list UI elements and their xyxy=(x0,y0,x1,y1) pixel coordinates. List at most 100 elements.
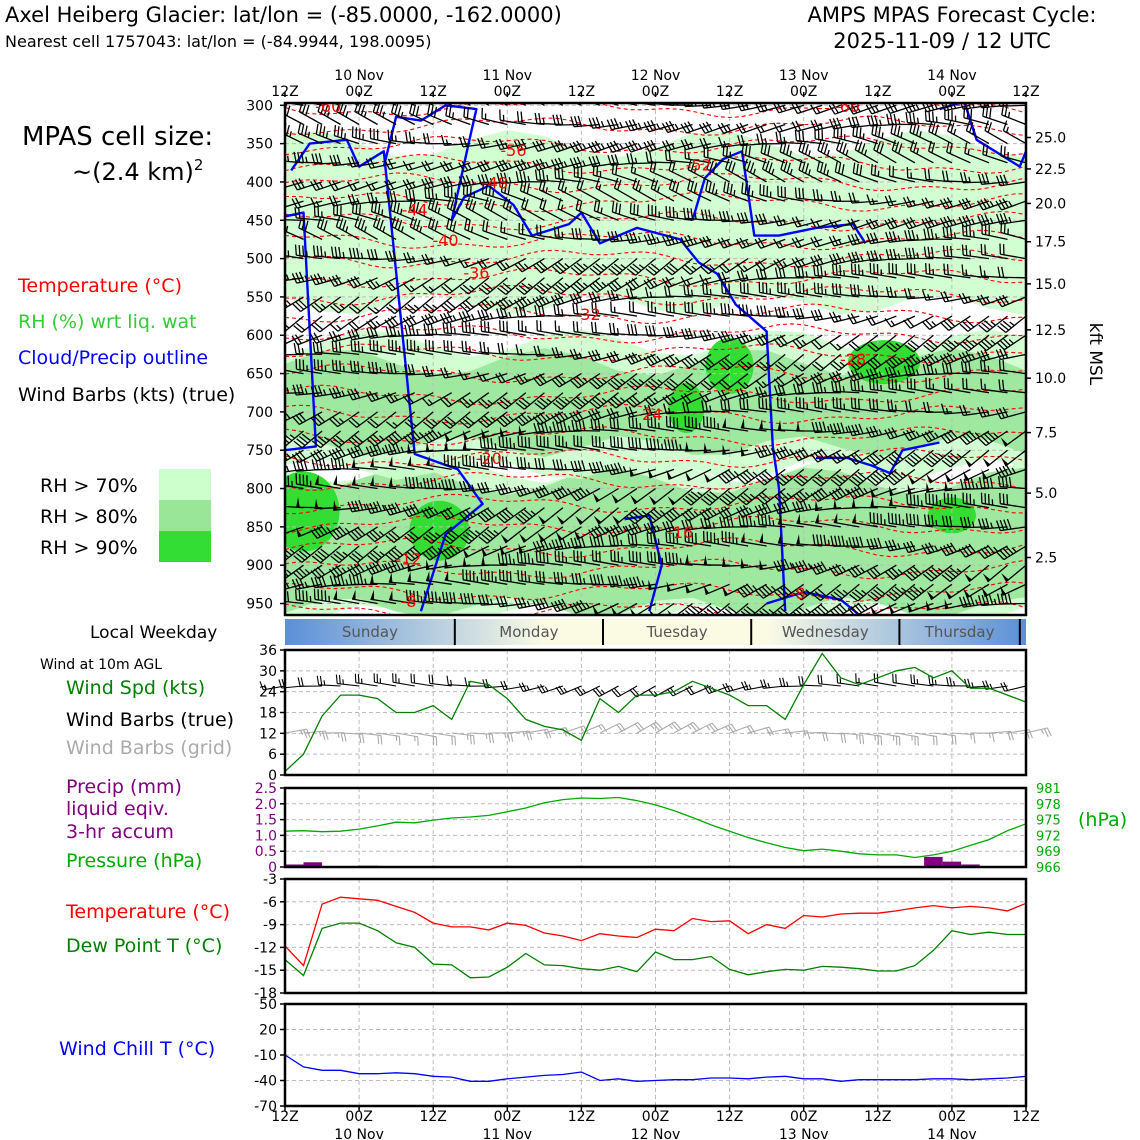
wind-barb xyxy=(865,425,897,438)
wind-barb xyxy=(328,180,360,192)
true-wind-barb xyxy=(817,674,841,687)
date-label: 11 Nov xyxy=(483,68,533,84)
wind-barb xyxy=(517,435,545,451)
wind-barb xyxy=(756,133,786,145)
wind-barb xyxy=(668,159,693,183)
wind-barb xyxy=(407,571,434,585)
wind-barb xyxy=(719,516,749,528)
wind-barb xyxy=(335,103,360,126)
wind-barb xyxy=(313,205,341,221)
wind-barb xyxy=(407,561,434,572)
true-wind-barb xyxy=(892,673,915,687)
date-label: 11 Nov xyxy=(483,1127,533,1140)
isotherm-label: -20 xyxy=(476,449,502,468)
wind-barb xyxy=(847,218,879,230)
wind-barb xyxy=(335,216,360,240)
wind-barb xyxy=(593,200,619,221)
wind-barb xyxy=(664,285,693,298)
wind-barb xyxy=(459,392,490,409)
wind-barb xyxy=(681,353,712,369)
wind-barb xyxy=(702,530,730,547)
wind-barb xyxy=(866,537,897,550)
true-wind-barb xyxy=(1000,682,1027,692)
wind-barb xyxy=(590,418,619,432)
wind-barb xyxy=(569,140,601,153)
isotherm xyxy=(285,426,1026,447)
wind-barb xyxy=(592,602,619,615)
wind-barb xyxy=(331,359,360,375)
wind-barb xyxy=(370,201,397,221)
wind-barb xyxy=(367,545,397,563)
wind-barb xyxy=(905,513,934,528)
pressure-tick-label: 975 xyxy=(1036,814,1061,829)
wind-barb xyxy=(976,294,1008,306)
wind-barb xyxy=(662,234,693,247)
wind-barb xyxy=(758,397,786,413)
wind-barb xyxy=(408,198,434,221)
wind-barb xyxy=(754,123,786,134)
wind-barb xyxy=(850,263,878,279)
wind-barb xyxy=(311,430,342,449)
wind-barb xyxy=(865,103,897,115)
wind-barb xyxy=(463,106,489,126)
isotherm xyxy=(285,267,1026,289)
date-label: 14 Nov xyxy=(927,68,977,84)
wind-barb xyxy=(478,277,508,295)
wind-barb xyxy=(330,296,360,314)
wind-barb xyxy=(569,487,601,502)
wind-barb xyxy=(976,198,1008,211)
wind-barb xyxy=(886,583,916,602)
precip-bar xyxy=(285,864,304,867)
wind-barb xyxy=(812,382,841,394)
wind-barb xyxy=(740,418,767,432)
wind-barb xyxy=(404,526,434,544)
wind-barb xyxy=(850,397,878,413)
grid-wind-barb xyxy=(655,721,681,734)
time-tick-label: 12Z xyxy=(716,1109,743,1125)
wind-barb xyxy=(964,142,990,164)
wind-barb xyxy=(773,258,804,270)
wind-barb xyxy=(514,596,545,609)
wind-barb xyxy=(482,220,508,241)
wind-barb xyxy=(663,258,693,276)
wind-barb xyxy=(446,197,471,221)
wind-barb xyxy=(384,560,415,574)
wind-barb xyxy=(736,505,767,518)
wind-barb xyxy=(285,583,286,594)
wind-barb xyxy=(942,226,971,241)
wind-barb xyxy=(885,564,916,581)
wind-barb xyxy=(351,589,378,605)
isotherm-label: -48 xyxy=(482,174,508,193)
wind-barb xyxy=(291,449,323,464)
wind-barb xyxy=(573,435,601,451)
wind-barb xyxy=(810,254,841,267)
wind-barb xyxy=(479,437,508,451)
wind-barb xyxy=(828,219,860,230)
wind-barb xyxy=(890,122,916,145)
title-left: Axel Heiberg Glacier: lat/lon = (-85.000… xyxy=(5,3,562,27)
wind-barb xyxy=(480,320,508,336)
wind-barb xyxy=(573,550,601,566)
wind-barb xyxy=(595,177,619,202)
wind-barb xyxy=(852,162,879,183)
height-tick-label: 22.5 xyxy=(1035,162,1066,178)
wind-barb xyxy=(773,215,804,227)
time-tick-label: 12Z xyxy=(1012,1109,1039,1125)
wind-barb xyxy=(330,430,360,448)
cross-section-panel: -60 -56 -52 -48 -44-40 -36 -32 -28 -24 -20 -16 -12 -… xyxy=(246,98,1105,617)
wind-barb xyxy=(946,141,971,164)
true-wind-barb xyxy=(373,673,397,687)
wind-barb xyxy=(834,161,860,183)
wind-barb xyxy=(291,271,323,284)
wind-barb xyxy=(813,264,841,279)
wind-barb xyxy=(944,108,971,126)
date-label: 12 Nov xyxy=(631,1127,681,1140)
wind-barb xyxy=(285,277,286,281)
wind-barb xyxy=(347,276,378,289)
wind-barb xyxy=(940,315,971,332)
wind-barb xyxy=(403,364,434,376)
wind-barb xyxy=(680,235,712,248)
wind-barb xyxy=(315,123,341,145)
wind-barb xyxy=(403,252,434,264)
